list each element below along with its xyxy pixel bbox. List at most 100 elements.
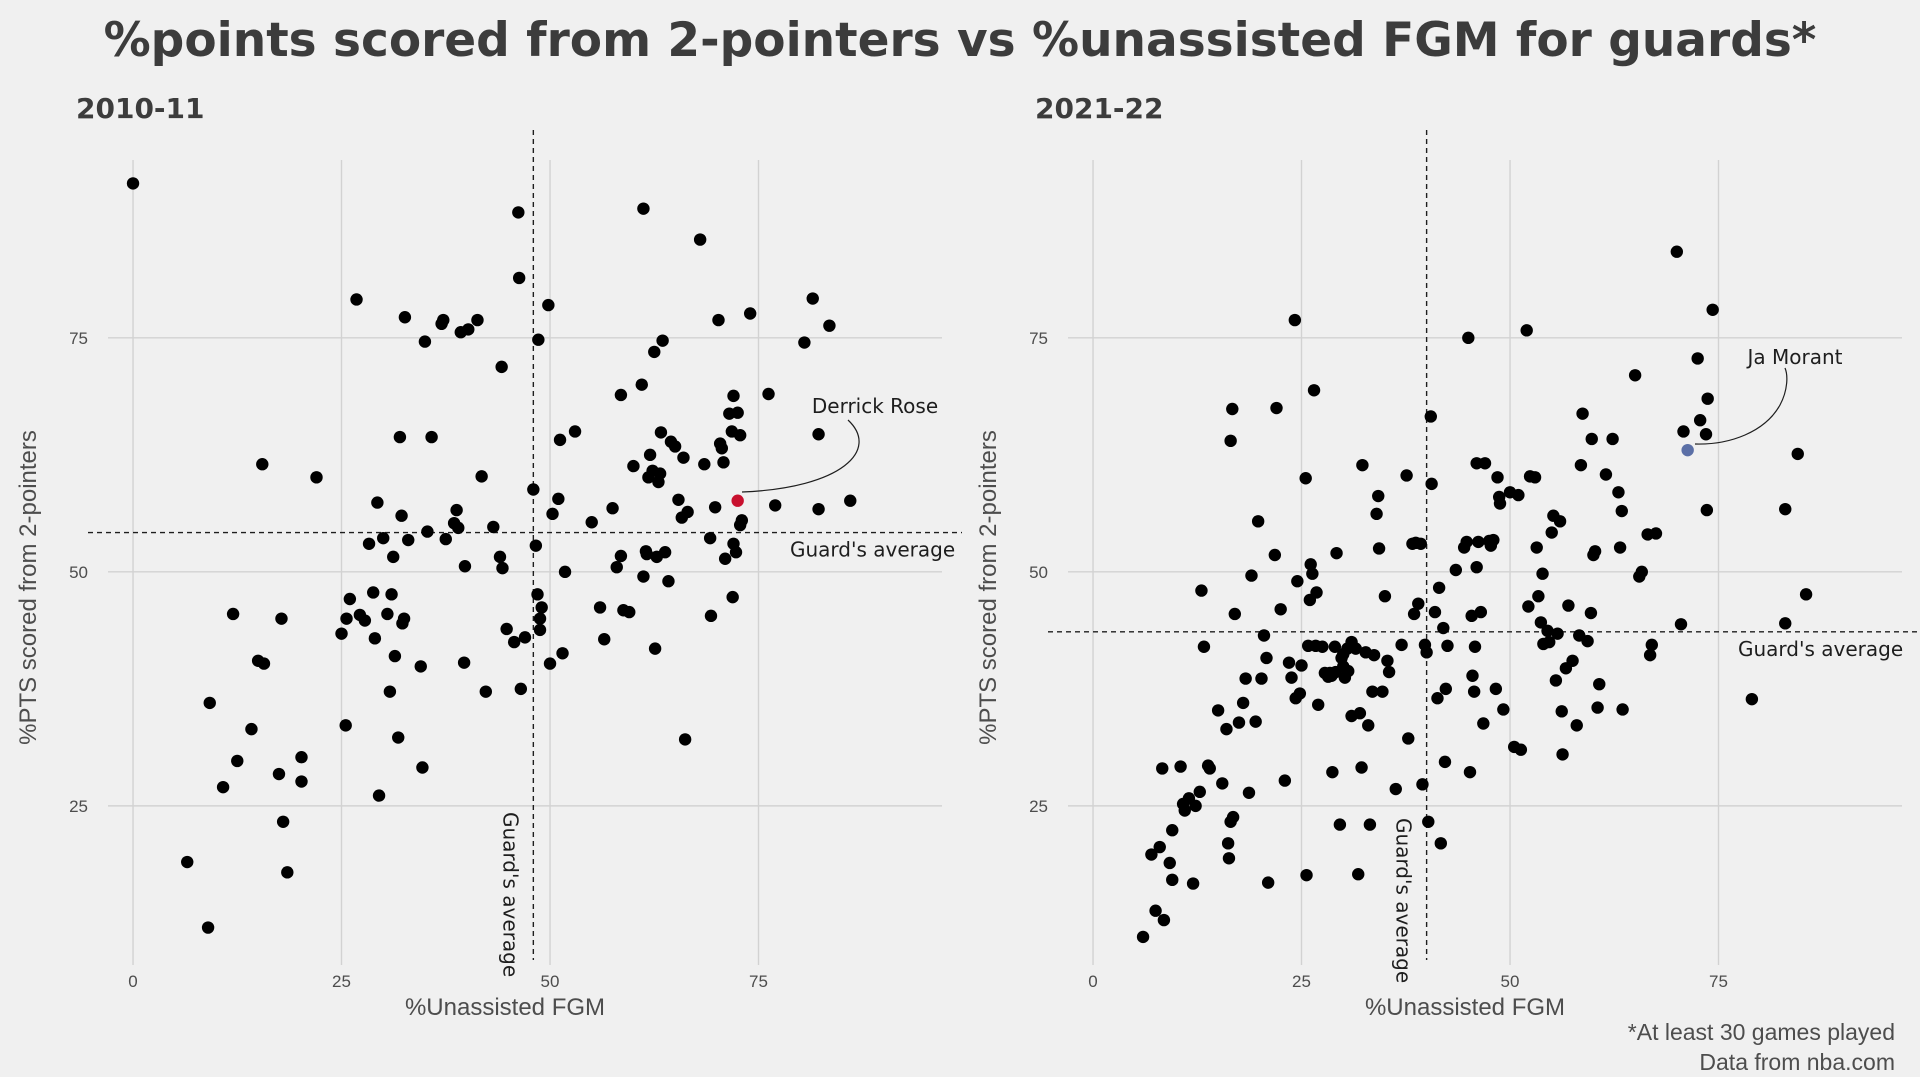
data-point: [421, 525, 434, 538]
data-point: [532, 333, 545, 346]
data-point: [1691, 352, 1704, 365]
data-point: [1221, 837, 1235, 850]
data-point: [1197, 640, 1211, 653]
data-point: [654, 426, 668, 439]
data-point: [1462, 331, 1475, 345]
data-point: [662, 575, 675, 588]
x-tick-label: 50: [541, 972, 560, 991]
data-point: [1434, 837, 1447, 850]
data-point: [1291, 575, 1304, 588]
data-point: [640, 547, 653, 561]
data-point: [1304, 558, 1317, 571]
data-point: [1193, 785, 1206, 799]
footnote-source: Data from nba.com: [1699, 1049, 1895, 1075]
data-point: [1145, 848, 1158, 861]
highlight-point: [731, 494, 744, 507]
data-point: [256, 458, 269, 471]
data-point: [1261, 876, 1275, 889]
data-point: [416, 761, 429, 774]
data-point: [1370, 507, 1383, 521]
data-point: [1779, 502, 1792, 516]
data-point: [529, 539, 543, 552]
data-point: [1514, 743, 1528, 756]
data-point: [1285, 671, 1298, 684]
data-point: [1328, 640, 1342, 653]
data-point: [1163, 856, 1176, 870]
x-axis-label: %Unassisted FGM: [1365, 994, 1565, 1021]
data-point: [693, 233, 707, 246]
x-tick-label: 50: [1501, 972, 1520, 991]
data-point: [1635, 565, 1648, 579]
data-point: [1478, 457, 1492, 470]
data-point: [387, 550, 400, 564]
panel-2021-22: 2021-22 0 25 50 75 25 50 75 %Unassisted FGM %PTS …: [975, 92, 1920, 1021]
data-point: [1424, 410, 1437, 423]
data-point: [276, 815, 290, 828]
data-point: [1186, 877, 1200, 890]
data-point: [1366, 685, 1379, 698]
avg-y-label: Guard's average: [1738, 637, 1903, 661]
data-point: [272, 767, 286, 781]
data-point: [1255, 672, 1268, 685]
data-point: [546, 507, 559, 521]
data-point: [1441, 639, 1454, 653]
data-point: [1226, 402, 1239, 416]
data-point: [585, 516, 598, 529]
data-point: [681, 505, 694, 519]
y-tick-label: 50: [69, 563, 88, 582]
data-point: [1593, 677, 1606, 691]
data-point: [1616, 703, 1629, 716]
data-point: [1468, 640, 1482, 653]
data-point: [1570, 719, 1583, 732]
data-point: [637, 570, 650, 583]
data-point: [414, 660, 427, 673]
data-point: [496, 561, 509, 575]
data-point: [381, 607, 394, 621]
x-tick-label: 75: [749, 972, 768, 991]
data-point: [1157, 913, 1171, 927]
data-point: [717, 456, 730, 469]
highlight-connector: [741, 419, 860, 493]
data-point: [844, 494, 857, 507]
data-point: [512, 206, 525, 219]
data-point: [1282, 656, 1296, 669]
data-point: [1274, 603, 1287, 616]
data-point: [452, 521, 465, 535]
data-point: [1422, 815, 1435, 828]
data-point: [1242, 786, 1256, 799]
data-point: [1470, 560, 1483, 574]
data-point: [388, 649, 402, 663]
data-point: [343, 592, 357, 606]
data-point: [1543, 635, 1556, 649]
data-point: [726, 590, 739, 604]
data-point: [731, 406, 744, 419]
data-point: [1649, 527, 1663, 540]
panel-title: 2010-11: [76, 92, 205, 125]
data-point: [1228, 607, 1242, 621]
data-point: [418, 335, 432, 348]
data-point: [257, 657, 271, 670]
data-point: [1363, 818, 1377, 831]
data-point: [1536, 567, 1549, 580]
data-point: [1356, 458, 1369, 472]
data-point: [543, 657, 557, 670]
data-point: [1224, 434, 1237, 448]
data-point: [1220, 722, 1233, 736]
data-point: [402, 533, 415, 547]
data-point: [507, 635, 521, 649]
data-point: [1700, 503, 1714, 517]
data-point: [637, 202, 650, 215]
highlight-connector: [1694, 367, 1788, 445]
data-point: [1349, 642, 1362, 655]
data-point: [437, 313, 450, 327]
data-point: [1352, 868, 1365, 881]
data-point: [531, 588, 544, 601]
y-tick-label: 75: [1029, 329, 1048, 348]
data-point: [457, 656, 471, 669]
data-point: [1299, 472, 1312, 485]
data-point: [1555, 705, 1568, 718]
data-point: [1295, 659, 1308, 672]
data-point: [1400, 469, 1413, 482]
data-point: [1382, 665, 1396, 679]
data-point: [1449, 563, 1463, 577]
